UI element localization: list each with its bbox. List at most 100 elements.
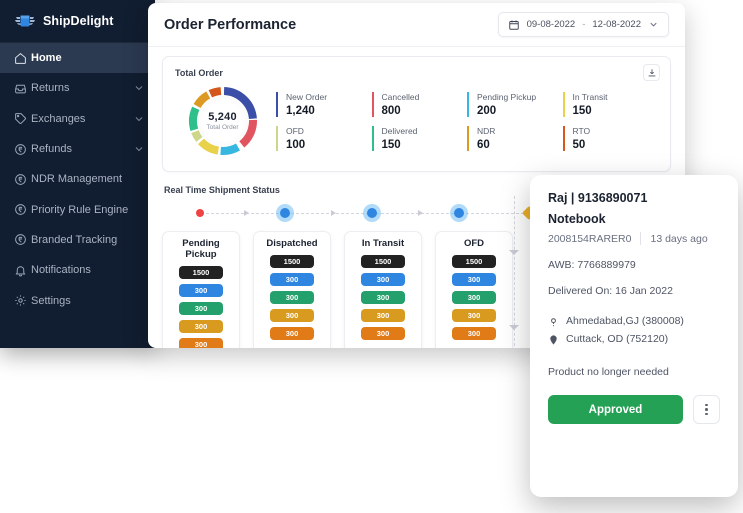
status-pill[interactable]: 300 — [179, 338, 223, 348]
status-pill[interactable]: 300 — [361, 309, 405, 322]
donut-center-label: Total Order — [206, 124, 239, 131]
download-icon[interactable] — [643, 64, 660, 81]
sidebar-item-returns[interactable]: Returns — [0, 73, 155, 103]
timeline-dot-2[interactable] — [280, 208, 290, 218]
status-pill[interactable]: 1500 — [270, 255, 314, 268]
status-card-in-transit[interactable]: In Transit 1500 300 300 300 300 — [344, 231, 422, 348]
sidebar-item-exchanges[interactable]: Exchanges — [0, 104, 155, 134]
awb-number: AWB: 7766889979 — [548, 259, 636, 271]
status-pill[interactable]: 1500 — [361, 255, 405, 268]
bell-icon — [14, 263, 31, 278]
kebab-menu-icon[interactable] — [693, 395, 720, 424]
status-pill[interactable]: 300 — [179, 302, 223, 315]
status-pill[interactable]: 300 — [270, 327, 314, 340]
winged-package-icon — [14, 12, 36, 30]
shipment-detail-popup: Raj | 9136890071 Notebook 2008154RARER0 … — [530, 175, 738, 497]
product-name: Notebook — [548, 212, 606, 226]
sidebar-item-settings[interactable]: Settings — [0, 285, 155, 315]
map-pin-icon — [548, 334, 559, 346]
refund-icon — [14, 142, 31, 157]
panel-header: Order Performance 09-08-2022 - 12-08-202… — [148, 3, 685, 47]
kebab-dot — [705, 412, 708, 416]
kebab-dot — [705, 403, 708, 407]
stat-label: Delivered — [381, 125, 418, 136]
timeline-arrow-2 — [331, 210, 336, 216]
tag-icon — [14, 111, 31, 126]
sidebar-item-label: Branded Tracking — [31, 233, 118, 246]
total-order-card-header: Total Order — [163, 57, 670, 81]
refund-icon — [14, 202, 31, 217]
stat-label: NDR — [477, 125, 496, 136]
sidebar-item-label: Returns — [31, 82, 70, 95]
delivered-on: Delivered On: 16 Jan 2022 — [548, 285, 673, 297]
status-pill[interactable]: 300 — [452, 327, 496, 340]
stat-label: RTO — [572, 125, 591, 136]
status-pill[interactable]: 300 — [179, 284, 223, 297]
destination-text: Cuttack, OD (752120) — [566, 333, 669, 345]
stat-delivered: Delivered 150 — [371, 125, 468, 151]
sidebar-item-notifications[interactable]: Notifications — [0, 255, 155, 285]
status-card-pending-pickup[interactable]: Pending Pickup 1500 300 300 300 300 — [162, 231, 240, 348]
stat-value: 200 — [477, 104, 497, 117]
status-pill[interactable]: 300 — [270, 273, 314, 286]
sidebar-item-home[interactable]: Home — [0, 43, 155, 74]
status-card-title: OFD — [463, 238, 485, 249]
stat-ndr: NDR 60 — [467, 125, 563, 151]
status-pill[interactable]: 300 — [361, 273, 405, 286]
stat-label: Pending Pickup — [477, 91, 537, 102]
kebab-dot — [705, 408, 708, 411]
date-start: 09-08-2022 — [526, 19, 576, 30]
date-range-picker[interactable]: 09-08-2022 - 12-08-2022 — [497, 12, 669, 37]
timeline-dot-3[interactable] — [367, 208, 377, 218]
sidebar-item-branded-tracking[interactable]: Branded Tracking — [0, 225, 155, 255]
timeline-dot-4[interactable] — [454, 208, 464, 218]
status-pill[interactable]: 1500 — [452, 255, 496, 268]
chevron-down-icon[interactable] — [648, 19, 659, 30]
stat-label: In Transit — [572, 91, 608, 102]
approved-button[interactable]: Approved — [548, 395, 683, 424]
stat-value: 50 — [572, 138, 586, 151]
date-separator: - — [582, 19, 586, 30]
status-card-title: In Transit — [361, 238, 405, 249]
stat-new-order: New Order 1,240 — [276, 91, 372, 117]
status-pill[interactable]: 300 — [452, 291, 496, 304]
chevron-down-icon[interactable] — [133, 143, 145, 155]
timeline-dot-1[interactable] — [196, 209, 204, 217]
destination-address: Cuttack, OD (752120) — [548, 333, 720, 346]
order-meta: 2008154RARER0 13 days ago — [548, 232, 720, 245]
sidebar-item-ndr-management[interactable]: NDR Management — [0, 164, 155, 194]
connector-marker-2 — [509, 325, 519, 330]
sidebar-item-label: Home — [31, 52, 62, 65]
status-pill[interactable]: 1500 — [179, 266, 223, 279]
sidebar-item-refunds[interactable]: Refunds — [0, 134, 155, 164]
sidebar-item-label: Notifications — [31, 264, 91, 277]
status-pill[interactable]: 300 — [179, 320, 223, 333]
sidebar-item-label: Priority Rule Engine — [31, 203, 129, 216]
detail-actions: Approved — [548, 395, 720, 424]
status-card-ofd[interactable]: OFD 1500 300 300 300 300 — [435, 231, 513, 348]
return-reason: Product no longer needed — [548, 366, 669, 378]
status-pill[interactable]: 300 — [270, 291, 314, 304]
total-order-card-body: 5,240 Total Order New Order 1,240 Cancel… — [163, 81, 670, 171]
status-pill[interactable]: 300 — [270, 309, 314, 322]
shipment-timeline — [162, 205, 671, 223]
timeline-arrow-3 — [418, 210, 423, 216]
vertical-connector — [514, 196, 515, 346]
page-title: Order Performance — [164, 16, 297, 33]
stat-value: 60 — [477, 138, 490, 151]
status-card-title: Dispatched — [266, 238, 318, 249]
status-pill[interactable]: 300 — [361, 327, 405, 340]
chevron-down-icon[interactable] — [133, 82, 145, 94]
status-pill[interactable]: 300 — [361, 291, 405, 304]
status-pill[interactable]: 300 — [452, 309, 496, 322]
status-card-dispatched[interactable]: Dispatched 1500 300 300 300 300 — [253, 231, 331, 348]
status-pill[interactable]: 300 — [452, 273, 496, 286]
origin-address: Ahmedabad,GJ (380008) — [548, 315, 720, 328]
total-order-donut-chart: 5,240 Total Order — [175, 83, 270, 159]
date-end: 12-08-2022 — [592, 19, 641, 30]
stat-value: 800 — [381, 104, 401, 117]
sidebar-item-priority-rule-engine[interactable]: Priority Rule Engine — [0, 194, 155, 224]
refund-icon — [14, 172, 31, 187]
chevron-down-icon[interactable] — [133, 113, 145, 125]
customer-name: Raj | 9136890071 — [548, 191, 648, 205]
